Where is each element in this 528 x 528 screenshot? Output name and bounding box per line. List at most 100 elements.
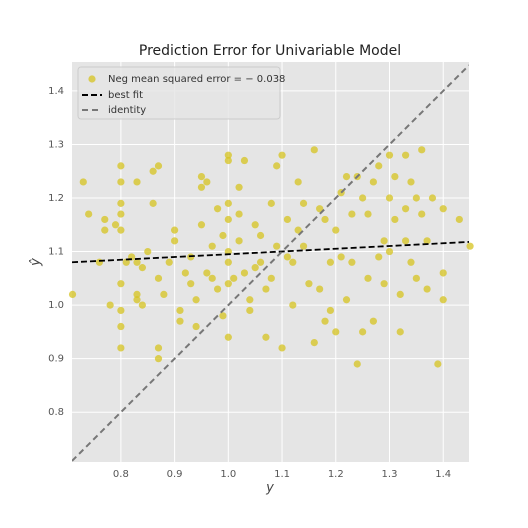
point xyxy=(321,317,329,325)
x-axis-label: y xyxy=(265,481,274,496)
point xyxy=(117,162,125,170)
point xyxy=(181,269,189,277)
point xyxy=(402,205,410,213)
point xyxy=(117,322,125,331)
point xyxy=(294,178,302,186)
y-tick-label: 1.2 xyxy=(48,193,64,204)
point xyxy=(316,285,324,293)
point xyxy=(412,274,420,282)
point xyxy=(154,355,163,363)
point xyxy=(402,237,410,245)
point xyxy=(235,237,243,245)
point xyxy=(353,360,361,368)
point xyxy=(149,199,157,207)
legend-marker xyxy=(88,75,96,83)
point xyxy=(299,199,308,207)
point xyxy=(423,285,431,293)
point xyxy=(251,221,259,229)
point xyxy=(224,151,232,159)
point xyxy=(154,162,163,170)
point xyxy=(294,226,302,234)
point xyxy=(240,269,249,277)
y-tick-label: 1.3 xyxy=(48,139,64,150)
point xyxy=(197,183,206,191)
point xyxy=(224,199,232,207)
point xyxy=(262,285,270,293)
x-tick-label: 1.1 xyxy=(274,469,290,480)
point xyxy=(337,253,345,261)
point xyxy=(385,151,394,159)
point xyxy=(283,253,292,261)
point xyxy=(213,285,222,293)
point xyxy=(208,274,216,282)
point xyxy=(144,247,152,256)
point xyxy=(262,333,270,341)
point xyxy=(117,344,125,352)
point xyxy=(434,360,442,368)
point xyxy=(117,280,125,288)
x-tick-label: 0.8 xyxy=(113,469,129,480)
point xyxy=(176,317,184,325)
y-tick-label: 0.8 xyxy=(48,407,64,418)
point xyxy=(219,231,227,240)
point xyxy=(133,290,141,298)
point xyxy=(111,221,120,229)
point xyxy=(192,322,200,331)
point xyxy=(95,258,103,266)
point xyxy=(133,296,141,304)
point xyxy=(138,301,146,309)
point xyxy=(402,151,410,159)
point xyxy=(342,296,351,304)
fit-line xyxy=(72,241,469,264)
point xyxy=(326,306,334,315)
point xyxy=(138,264,146,272)
point xyxy=(106,301,114,309)
point xyxy=(364,274,372,282)
legend-label: Neg mean squared error = − 0.038 xyxy=(108,74,285,85)
point xyxy=(101,226,109,234)
point xyxy=(273,242,281,250)
point xyxy=(85,210,93,218)
point xyxy=(203,178,211,186)
point xyxy=(326,258,334,266)
point xyxy=(455,215,463,224)
point xyxy=(68,290,77,298)
point xyxy=(364,210,372,218)
chart-title: Prediction Error for Univariable Model xyxy=(139,43,401,59)
point xyxy=(369,178,377,186)
point xyxy=(412,194,420,202)
point xyxy=(224,333,232,341)
point xyxy=(219,312,227,320)
point xyxy=(359,328,367,336)
point xyxy=(273,162,281,170)
point xyxy=(299,242,308,250)
point xyxy=(391,172,399,181)
point xyxy=(418,146,426,154)
point xyxy=(289,258,297,266)
point xyxy=(332,226,340,234)
point xyxy=(235,210,243,218)
point xyxy=(171,237,179,245)
point xyxy=(316,205,324,213)
x-tick-label: 0.9 xyxy=(167,469,183,480)
point xyxy=(208,242,216,250)
point xyxy=(310,146,318,154)
point xyxy=(391,215,399,224)
point xyxy=(267,274,275,282)
point xyxy=(203,269,211,277)
y-tick-label: 1.0 xyxy=(48,300,64,311)
point xyxy=(348,258,356,266)
point xyxy=(321,215,329,224)
point xyxy=(240,156,249,165)
point xyxy=(359,194,367,202)
point xyxy=(235,183,243,191)
point xyxy=(230,274,238,282)
point xyxy=(396,290,404,298)
point xyxy=(375,253,383,261)
point xyxy=(423,237,431,245)
point xyxy=(267,199,275,207)
point xyxy=(278,151,286,159)
point xyxy=(117,199,125,207)
fit-line xyxy=(72,64,469,462)
